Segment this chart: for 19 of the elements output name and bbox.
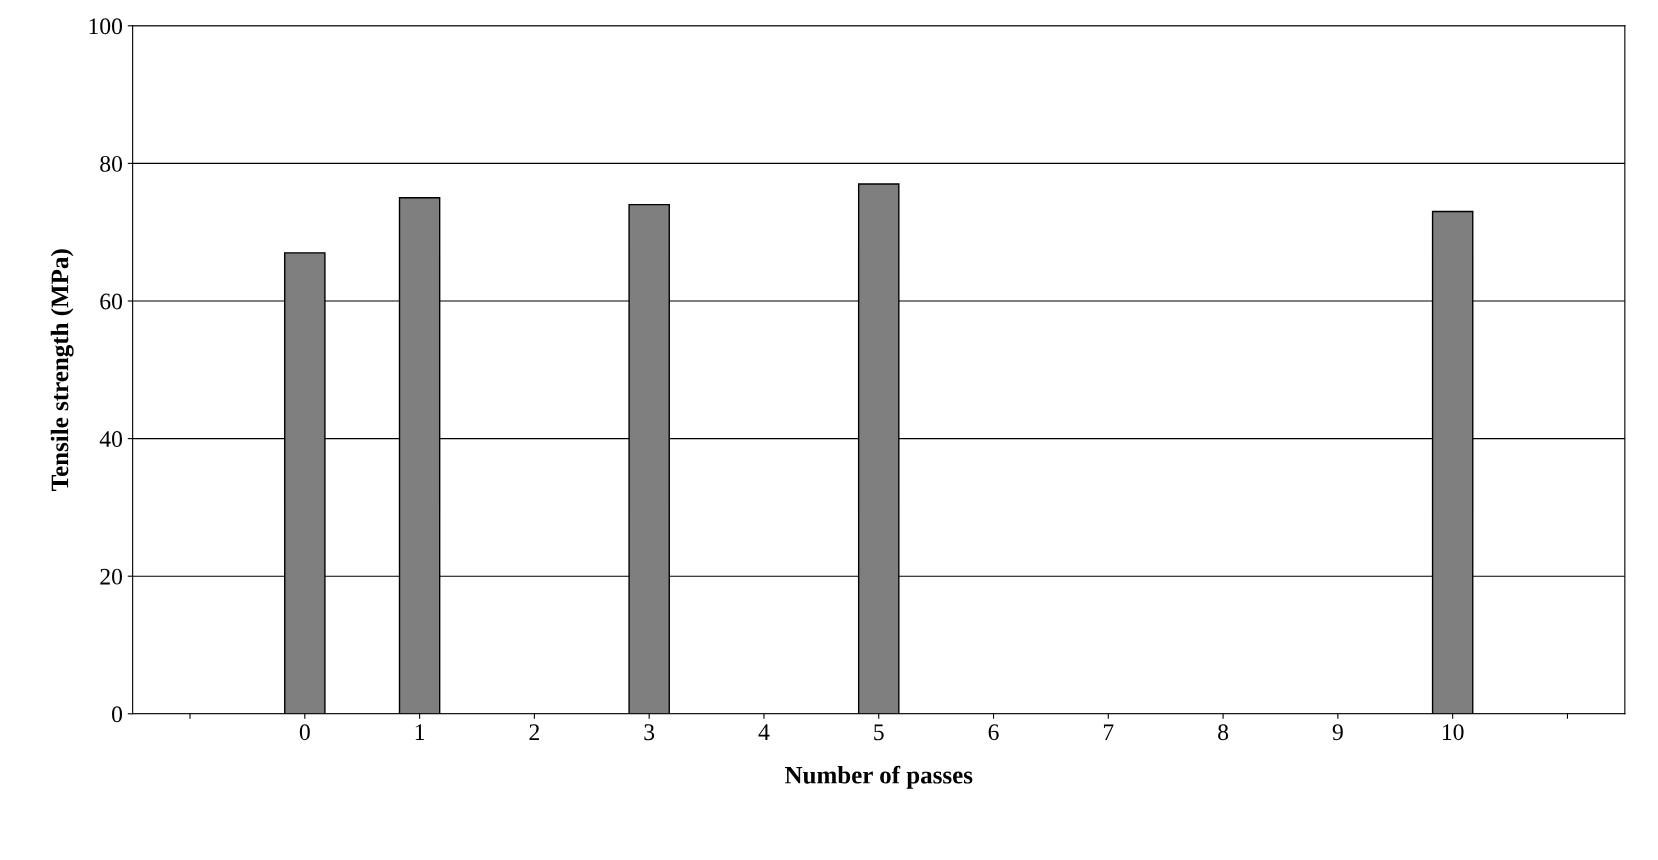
x-tick-label: 4 [758,724,770,740]
x-tick-label: 7 [1103,724,1114,740]
x-tick-label: 3 [644,724,655,741]
x-tick-label: 1 [415,724,425,740]
y-tick-label: 80 [100,155,123,172]
x-tick-label: 5 [874,724,884,741]
y-axis-title: Tensile strength (MPa) [50,249,74,491]
x-axis-title: Number of passes [784,765,973,789]
x-tick-label: 6 [988,724,999,741]
x-tick-label: 8 [1218,724,1229,741]
x-tick-label: 9 [1332,724,1343,741]
y-tick-label: 20 [100,568,123,585]
y-tick-label: 0 [112,706,123,723]
y-tick-label: 100 [89,18,123,35]
y-tick-label: 40 [99,431,123,448]
x-tick-label: 2 [529,724,539,740]
y-tick-label: 60 [100,293,123,310]
x-tick-label: 0 [299,724,310,741]
x-tick-label: 10 [1442,724,1464,741]
